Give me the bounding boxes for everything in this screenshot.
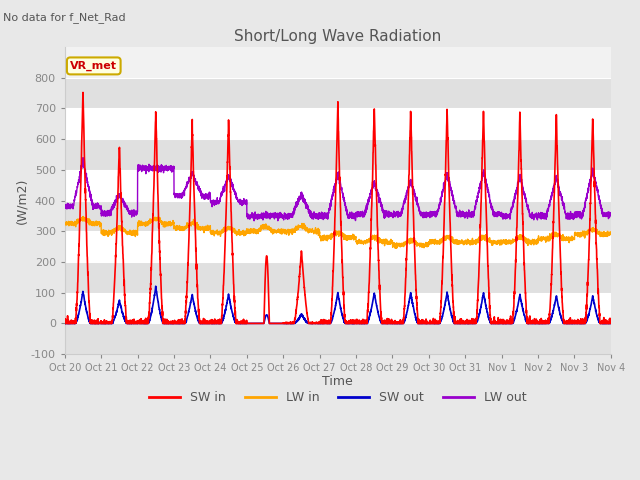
Bar [65,139,611,170]
Bar [65,293,611,324]
Legend: SW in, LW in, SW out, LW out: SW in, LW in, SW out, LW out [144,386,532,409]
Bar [65,324,611,354]
Bar [65,78,611,108]
Text: No data for f_Net_Rad: No data for f_Net_Rad [3,12,126,23]
Bar [65,108,611,139]
Text: VR_met: VR_met [70,61,117,71]
Bar [65,231,611,262]
X-axis label: Time: Time [323,374,353,387]
Bar [65,170,611,201]
Bar [65,262,611,293]
Y-axis label: (W/m2): (W/m2) [15,177,28,224]
Bar [65,201,611,231]
Title: Short/Long Wave Radiation: Short/Long Wave Radiation [234,29,442,44]
